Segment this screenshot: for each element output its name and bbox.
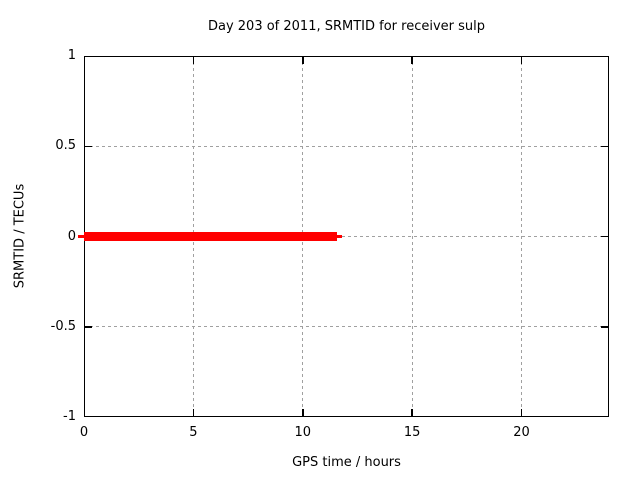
x-tick-mark	[411, 56, 413, 64]
x-tick-mark	[192, 409, 195, 417]
y-tick-label: 0	[67, 228, 76, 244]
x-tick-label: 20	[513, 425, 530, 440]
y-tick-mark	[601, 145, 609, 147]
y-tick-label: -1	[63, 409, 76, 424]
y-tick-label: 0.5	[55, 138, 76, 154]
x-tick-mark	[302, 409, 304, 417]
x-tick-label: 5	[189, 425, 198, 440]
y-tick-label: -0.5	[50, 318, 76, 334]
y-tick-mark	[601, 235, 609, 238]
x-tick-label: 10	[294, 425, 312, 440]
y-gridline	[84, 236, 609, 237]
chart-title: Day 203 of 2011, SRMTID for receiver sul…	[207, 19, 486, 34]
x-tick-mark	[520, 409, 523, 417]
x-tick-mark	[520, 56, 523, 64]
y-tick-label: 1	[67, 48, 76, 63]
x-tick-label: 15	[403, 425, 421, 440]
x-tick-mark	[302, 56, 304, 64]
x-tick-label: 0	[79, 425, 89, 440]
x-tick-mark	[192, 56, 195, 64]
y-tick-mark	[601, 326, 609, 328]
series-line-srmtid	[84, 232, 337, 241]
y-tick-mark	[84, 145, 92, 147]
y-gridline	[84, 145, 609, 147]
x-axis-label: GPS time / hours	[292, 455, 401, 470]
y-gridline	[84, 326, 609, 328]
y-tick-mark	[84, 326, 92, 328]
x-tick-mark	[411, 409, 413, 417]
